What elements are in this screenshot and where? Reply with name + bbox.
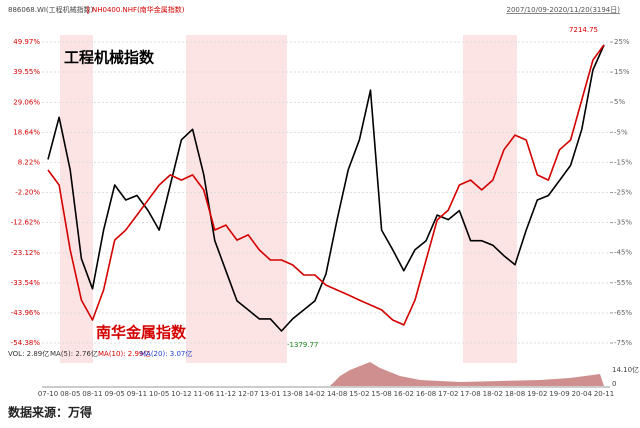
y2-tick-label: -5% (614, 128, 628, 136)
y2-tick-label: -15% (614, 158, 632, 166)
annotation: 工程机械指数 (64, 49, 155, 67)
x-tick-label: 09-05 (105, 390, 125, 398)
y-tick-label: 18.64% (13, 128, 40, 136)
volume-area (330, 362, 604, 386)
x-tick-label: 17-08 (460, 390, 480, 398)
series-name: NH0400.NHF(南华金属指数) (92, 5, 185, 14)
y2-tick-label: -35% (614, 219, 632, 227)
x-tick-label: 08-11 (82, 390, 102, 398)
series-name: 886068.WI(工程机械指数) (8, 5, 94, 14)
shade (60, 35, 93, 363)
shade (463, 35, 517, 363)
volume-legend: MA(5): 2.76亿 (50, 349, 98, 358)
x-tick-label: 10-05 (149, 390, 169, 398)
y2-tick-label: -25% (614, 189, 632, 197)
x-tick-label: 19-02 (527, 390, 547, 398)
y2-tick-label: -45% (614, 249, 632, 257)
y-tick-label: 8.22% (18, 158, 41, 166)
x-tick-label: 13-08 (282, 390, 302, 398)
x-tick-label: 17-02 (438, 390, 458, 398)
x-tick-label: 08-05 (60, 390, 80, 398)
x-tick-label: 13-01 (260, 390, 280, 398)
y-tick-label: -23.12% (11, 249, 41, 257)
x-tick-label: 12-07 (238, 390, 258, 398)
y2-tick-label: -65% (614, 309, 632, 317)
y-tick-label: -43.96% (11, 309, 41, 317)
volume-legend: VOL: 2.89亿 (8, 349, 49, 358)
series-line (47, 44, 605, 326)
y2-tick-label: 25% (614, 38, 630, 46)
volume-tick: 0 (612, 380, 616, 388)
annotation: 南华金属指数 (96, 324, 187, 342)
x-tick-label: 18-02 (483, 390, 503, 398)
x-tick-label: 16-02 (394, 390, 414, 398)
x-tick-label: 20-04 (572, 390, 593, 398)
y-tick-label: -54.38% (11, 339, 41, 347)
annotation: 7214.75 (569, 26, 598, 34)
volume-legend: MA(10): 2.99亿 (98, 349, 150, 358)
y2-tick-label: 5% (614, 98, 625, 106)
y2-tick-label: -75% (614, 339, 632, 347)
y2-tick-label: 15% (614, 68, 630, 76)
x-tick-label: 14-08 (327, 390, 347, 398)
x-tick-label: 15-02 (349, 390, 369, 398)
x-tick-label: 19-09 (549, 390, 569, 398)
x-tick-label: 09-11 (127, 390, 147, 398)
x-tick-label: 07-10 (38, 390, 58, 398)
x-tick-label: 11-06 (194, 390, 215, 398)
series-line (47, 44, 605, 332)
x-tick-label: 18-08 (505, 390, 525, 398)
source: 数据来源：万得 (8, 405, 92, 420)
y2-tick-label: -55% (614, 279, 632, 287)
y-tick-label: -12.62% (11, 219, 41, 227)
x-tick-label: 16-08 (416, 390, 436, 398)
x-tick-label: 10-12 (171, 390, 191, 398)
x-tick-label: 11-12 (216, 390, 236, 398)
volume-tick: 14.10亿 (612, 365, 639, 374)
shade (186, 35, 287, 363)
x-tick-label: 15-08 (371, 390, 391, 398)
date-range: 2007/10/09-2020/11/20(3194日) (507, 6, 621, 14)
y-tick-label: -33.54% (11, 279, 41, 287)
y-tick-label: 39.55% (13, 68, 40, 76)
annotation: -1379.77 (287, 341, 318, 349)
x-tick-label: 14-02 (305, 390, 325, 398)
y-tick-label: 29.06% (13, 98, 40, 106)
y-tick-label: -2.20% (15, 188, 40, 196)
x-tick-label: 20-11 (594, 390, 614, 398)
volume-legend: MA(20): 3.07亿 (140, 349, 192, 358)
y-tick-label: 49.97% (13, 38, 40, 46)
